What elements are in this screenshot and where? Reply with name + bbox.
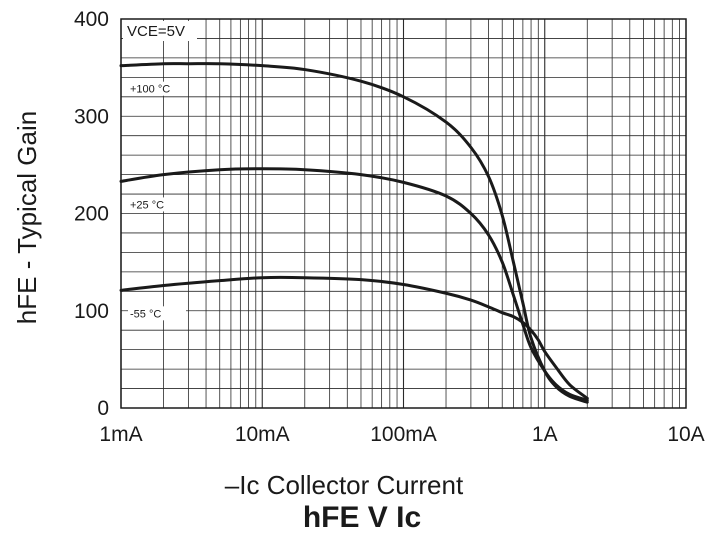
series-label-0: +100 °C [130,84,170,96]
chart-title: hFE V Ic [303,501,421,534]
x-axis-label: –Ic Collector Current [225,470,464,500]
x-tick-label: 100mA [370,423,437,446]
x-tick-label: 10mA [235,423,290,446]
y-tick-label: 100 [74,300,109,323]
series-line-2 [119,275,589,400]
x-tick-label: 1A [532,423,558,446]
series-label-background [128,81,186,96]
x-tick-label: 1mA [99,423,142,446]
series-label-background [128,197,186,212]
series-line-1 [119,167,589,402]
series-label-1: +25 °C [130,199,164,211]
y-tick-label: 0 [97,397,109,420]
y-tick-label: 400 [74,8,109,31]
x-tick-label: 10A [667,423,704,446]
y-tick-label: 300 [74,105,109,128]
series-label-background [128,306,186,321]
chart-grid [120,19,686,408]
annotation-background [123,21,197,41]
y-axis-label: hFE - Typical Gain [12,111,42,324]
x-tick-labels: 1mA 10mA 100mA 1A 10A [99,423,704,446]
series-label-2: -55 °C [130,308,161,320]
chart-curves [119,62,589,404]
vce-annotation: VCE=5V [127,23,185,40]
y-tick-label: 200 [74,203,109,226]
y-tick-labels: 0 100 200 300 400 [74,8,109,420]
plot-frame [120,18,687,409]
series-labels: +100 °C +25 °C -55 °C [128,81,186,321]
